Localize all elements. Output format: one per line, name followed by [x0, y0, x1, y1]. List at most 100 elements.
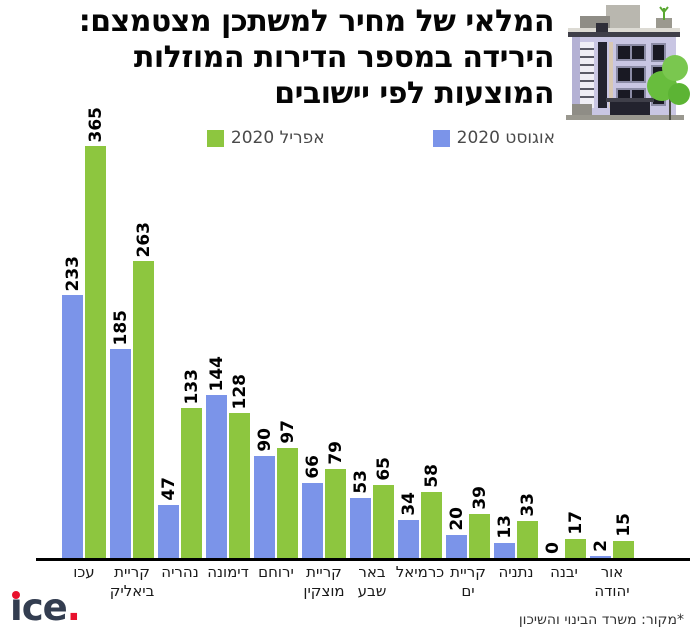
bar-value-label: 13 [494, 515, 515, 539]
bar [398, 520, 419, 558]
bar [229, 413, 250, 558]
x-axis-label: נתניה [498, 563, 534, 581]
bar-value-label: 263 [133, 221, 154, 258]
legend-item-april: אפריל 2020 [206, 128, 325, 148]
x-axis-label: כרמיאל [395, 563, 445, 581]
bar-value-label: 47 [158, 477, 179, 501]
bar-column: 263 [133, 221, 154, 558]
legend: אפריל 2020 אוגוסט 2020 [206, 128, 555, 148]
bar-value-label: 65 [373, 457, 394, 481]
bar-group: 34 58 [398, 464, 442, 558]
bar [590, 556, 611, 558]
bar [421, 492, 442, 558]
bar-value-label: 33 [517, 493, 538, 517]
x-axis-label: ירוחם [258, 563, 294, 581]
bar-column: 33 [517, 493, 538, 558]
bar [110, 349, 131, 558]
bar [181, 408, 202, 558]
bar-column: 34 [398, 492, 419, 558]
bar-group: 0 17 [542, 511, 586, 558]
bar-value-label: 185 [110, 309, 131, 346]
bar-group: 185 263 [110, 221, 154, 558]
bar-column: 17 [565, 511, 586, 558]
bar-value-label: 66 [302, 455, 323, 479]
bar-group: 47 133 [158, 368, 202, 558]
bar-value-label: 133 [181, 368, 202, 405]
bar [325, 469, 346, 558]
bar-column: 2 [590, 540, 611, 558]
bar [62, 295, 83, 558]
bar-group: 13 33 [494, 493, 538, 558]
ice-logo-i: ı [10, 586, 23, 629]
x-axis-label: יבנה [550, 563, 578, 581]
x-axis-label: קריית מוצקין [303, 563, 345, 600]
bar-column: 39 [469, 486, 490, 558]
april-swatch [206, 129, 224, 147]
building-icon [566, 5, 690, 120]
bar-column: 128 [229, 373, 250, 558]
bar-value-label: 144 [206, 355, 227, 392]
bar-column: 53 [350, 470, 371, 558]
bar [85, 146, 106, 558]
bar-column: 233 [62, 256, 83, 558]
bar-column: 90 [254, 428, 275, 558]
bar-value-label: 365 [85, 106, 106, 143]
bar-value-label: 58 [421, 464, 442, 488]
source-note: *מקור: משרד הבינוי והשיכון [518, 612, 684, 628]
bar-column: 13 [494, 515, 515, 558]
bar-column: 15 [613, 513, 634, 558]
bar-group: 2 15 [590, 513, 634, 558]
bar-value-label: 53 [350, 470, 371, 494]
x-axis-labels: עכו קריית ביאליק נהריה דימונה ירוחם קריית מוצ… [62, 563, 634, 601]
bar [469, 514, 490, 558]
bar-value-label: 0 [542, 542, 563, 554]
legend-item-august: אוגוסט 2020 [432, 128, 555, 148]
bar-column: 20 [446, 507, 467, 558]
bar-value-label: 17 [565, 511, 586, 535]
bar-group: 20 39 [446, 486, 490, 558]
bar-value-label: 2 [590, 540, 611, 552]
bar-value-label: 128 [229, 373, 250, 410]
bar-value-label: 34 [398, 492, 419, 516]
bar [613, 541, 634, 558]
bar-group: 66 79 [302, 441, 346, 558]
bar-column: 365 [85, 106, 106, 558]
x-axis-label: נהריה [161, 563, 199, 581]
bar-column: 66 [302, 455, 323, 558]
x-axis-label: דימונה [207, 563, 249, 581]
bar-group: 144 128 [206, 355, 250, 558]
bar [494, 543, 515, 558]
bar-group: 90 97 [254, 420, 298, 558]
bar-value-label: 90 [254, 428, 275, 452]
bar [517, 521, 538, 558]
ice-logo-red-dot [12, 591, 20, 599]
bar [350, 498, 371, 558]
bar-group: 53 65 [350, 457, 394, 558]
august-swatch [432, 129, 450, 147]
bar-value-label: 15 [613, 513, 634, 537]
bar-value-label: 79 [325, 441, 346, 465]
x-axis-label: קריית ביאליק [109, 563, 155, 600]
x-axis-line [36, 558, 690, 561]
x-axis-label: אור יהודה [594, 563, 630, 600]
bar-column: 0 [542, 542, 563, 558]
legend-label-august: אוגוסט 2020 [456, 128, 555, 148]
bar-column: 58 [421, 464, 442, 558]
x-axis-label: באר שבע [357, 563, 387, 600]
ice-logo: ı ce. [10, 586, 81, 629]
bar [254, 456, 275, 558]
bar-value-label: 20 [446, 507, 467, 531]
x-axis-label: עכו [73, 563, 95, 581]
legend-label-april: אפריל 2020 [230, 128, 325, 148]
bar-column: 97 [277, 420, 298, 558]
bar [373, 485, 394, 558]
x-axis-label: קריית ים [450, 563, 486, 600]
ice-logo-period: . [66, 586, 81, 629]
bar [446, 535, 467, 558]
bar-column: 79 [325, 441, 346, 558]
bar [277, 448, 298, 558]
bar [302, 483, 323, 558]
bar-column: 144 [206, 355, 227, 558]
page-title: המלאי של מחיר למשתכן מצטמצם: הירידה במספ… [78, 4, 555, 111]
